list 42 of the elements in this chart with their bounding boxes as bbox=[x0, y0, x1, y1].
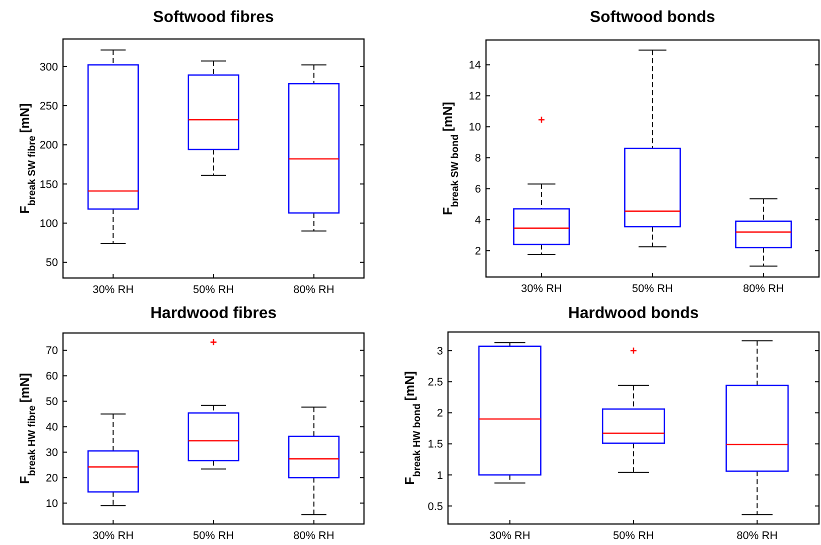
chart-title: Hardwood fibres bbox=[150, 305, 277, 322]
y-tick-label: 20 bbox=[46, 472, 58, 484]
y-tick-label: 50 bbox=[46, 257, 58, 270]
y-tick-label: 2.5 bbox=[428, 376, 443, 389]
y-tick-label: 1.5 bbox=[428, 438, 443, 451]
y-tick-label: 2 bbox=[474, 246, 481, 258]
chart-title: Softwood bonds bbox=[590, 9, 716, 26]
chart-title: Hardwood bonds bbox=[568, 305, 699, 322]
y-tick-label: 10 bbox=[46, 498, 58, 510]
y-tick-label: 14 bbox=[468, 60, 481, 72]
y-tick-label: 0.5 bbox=[428, 500, 443, 513]
y-tick-label: 300 bbox=[40, 61, 58, 74]
x-tick-label: 50% RH bbox=[613, 530, 654, 542]
y-tick-label: 2 bbox=[436, 408, 443, 420]
x-tick-label: 80% RH bbox=[293, 530, 334, 542]
y-tick-label: 4 bbox=[474, 214, 481, 227]
y-tick-label: 30 bbox=[46, 447, 58, 460]
x-tick-label: 50% RH bbox=[632, 283, 674, 295]
y-tick-label: 40 bbox=[46, 422, 58, 434]
y-tick-label: 100 bbox=[40, 218, 58, 230]
x-tick-label: 30% RH bbox=[489, 530, 530, 542]
y-tick-label: 3 bbox=[436, 345, 443, 358]
chart-title: Softwood fibres bbox=[153, 9, 274, 26]
x-tick-label: 30% RH bbox=[92, 284, 134, 296]
x-tick-label: 50% RH bbox=[193, 284, 234, 296]
y-tick-label: 50 bbox=[46, 396, 58, 408]
x-tick-label: 80% RH bbox=[736, 530, 778, 542]
y-tick-label: 250 bbox=[40, 100, 58, 112]
y-tick-label: 200 bbox=[40, 140, 58, 152]
y-tick-label: 10 bbox=[468, 122, 481, 134]
y-tick-label: 12 bbox=[468, 90, 481, 103]
x-tick-label: 50% RH bbox=[193, 530, 234, 542]
x-tick-label: 30% RH bbox=[92, 530, 134, 542]
y-tick-label: 1 bbox=[436, 470, 443, 482]
y-tick-label: 150 bbox=[40, 178, 58, 191]
y-tick-label: 60 bbox=[46, 370, 58, 383]
y-tick-label: 70 bbox=[46, 345, 58, 358]
x-tick-label: 80% RH bbox=[293, 284, 334, 296]
x-tick-label: 30% RH bbox=[521, 283, 562, 295]
y-tick-label: 8 bbox=[474, 152, 481, 165]
x-tick-label: 80% RH bbox=[743, 283, 784, 295]
y-tick-label: 6 bbox=[474, 184, 481, 196]
